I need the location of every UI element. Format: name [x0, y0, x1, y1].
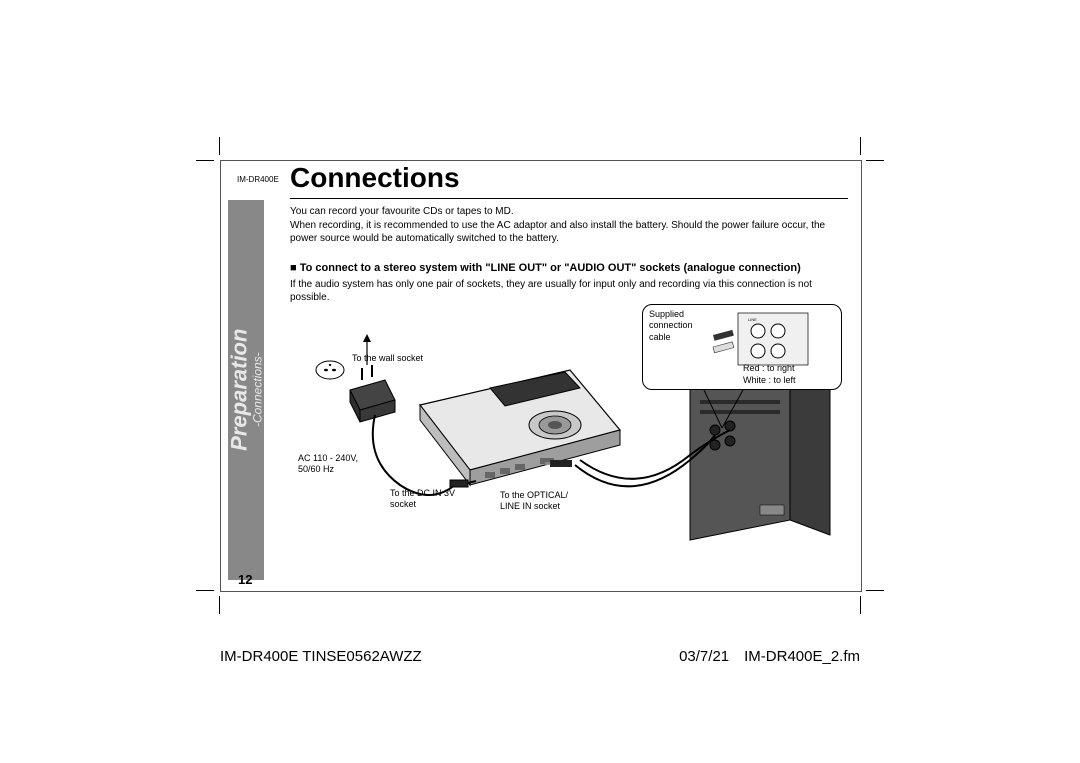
md-recorder-icon	[420, 370, 620, 485]
intro-line1: You can record your favourite CDs or tap…	[290, 206, 514, 217]
page-number: 12	[238, 572, 252, 587]
ac-adaptor-icon	[350, 365, 395, 422]
crop-mark	[866, 590, 884, 591]
crop-mark	[860, 137, 861, 155]
crop-mark	[219, 137, 220, 155]
footer-right: 03/7/21 IM-DR400E_2.fm	[679, 648, 860, 665]
svg-text:LINE: LINE	[748, 317, 757, 322]
section-note: If the audio system has only one pair of…	[290, 278, 848, 304]
label-white: White : to left	[743, 375, 796, 386]
side-tab-subtitle: -Connections-	[252, 329, 265, 451]
callout-box: Supplied connection cable LINE Red : to …	[642, 304, 842, 390]
bullet-icon: ■	[290, 262, 297, 274]
callout-detail-icon: LINE	[643, 305, 825, 377]
label-ac-spec: AC 110 - 240V, 50/60 Hz	[298, 453, 378, 476]
footer-left: IM-DR400E TINSE0562AWZZ	[220, 648, 422, 665]
label-red: Red : to right	[743, 363, 795, 374]
crop-mark	[196, 160, 214, 161]
connection-diagram: Supplied connection cable LINE Red : to …	[290, 310, 850, 555]
crop-mark	[860, 596, 861, 614]
section-heading: ■ To connect to a stereo system with "LI…	[290, 262, 848, 274]
intro-text: You can record your favourite CDs or tap…	[290, 205, 848, 246]
side-tab-title: Preparation	[227, 329, 251, 451]
label-wall-socket: To the wall socket	[352, 353, 423, 364]
crop-mark	[196, 590, 214, 591]
section-heading-text: To connect to a stereo system with "LINE…	[300, 262, 801, 274]
title-rule	[290, 198, 848, 199]
footer: IM-DR400E TINSE0562AWZZ 03/7/21 IM-DR400…	[220, 648, 860, 665]
model-code-small: IM-DR400E	[237, 175, 279, 184]
crop-mark	[866, 160, 884, 161]
side-tab: Preparation -Connections-	[228, 200, 264, 580]
label-dc-in: To the DC IN 3V socket	[390, 488, 460, 511]
crop-mark	[219, 596, 220, 614]
page-title: Connections	[290, 162, 460, 194]
intro-line2: When recording, it is recommended to use…	[290, 220, 825, 245]
wall-socket-icon	[316, 361, 344, 379]
label-optical: To the OPTICAL/ LINE IN socket	[500, 490, 590, 513]
